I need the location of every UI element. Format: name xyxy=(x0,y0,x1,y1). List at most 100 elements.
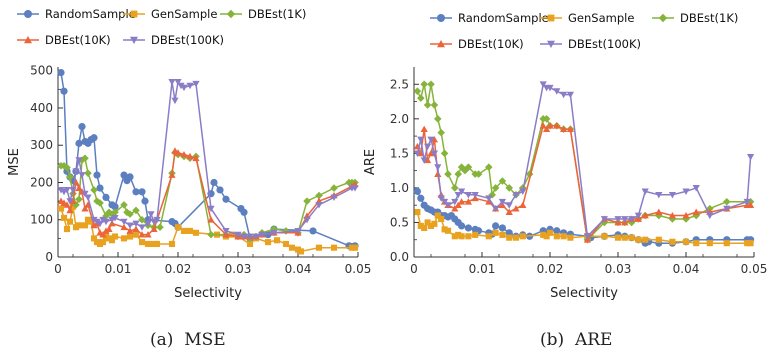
data-point-dbest-1k xyxy=(444,170,452,178)
data-point-dbest-100k xyxy=(692,185,700,192)
data-point-randomsample xyxy=(464,224,472,232)
y-tick-label: 0.0 xyxy=(390,250,409,264)
data-point-dbest-1k xyxy=(207,230,215,239)
legend-label: DBEst(100K) xyxy=(568,37,641,51)
data-point-dbest-100k xyxy=(458,188,466,195)
data-point-dbest-1k xyxy=(464,163,473,171)
plot-area xyxy=(413,80,755,247)
data-point-dbest-1k xyxy=(437,128,445,137)
data-point-gensample xyxy=(81,222,89,229)
data-point-gensample xyxy=(421,224,428,232)
data-point-randomsample xyxy=(93,171,101,179)
data-point-dbest-1k xyxy=(84,169,92,177)
data-point-dbest-100k xyxy=(512,191,520,199)
data-point-dbest-1k xyxy=(270,225,278,233)
data-point-dbest-100k xyxy=(63,187,71,194)
data-point-gensample xyxy=(168,240,176,248)
data-point-randomsample xyxy=(417,194,425,202)
data-point-dbest-100k xyxy=(427,136,435,144)
data-point-gensample xyxy=(186,227,194,234)
data-point-dbest-100k xyxy=(84,194,92,201)
data-point-gensample xyxy=(87,218,95,225)
legend-marker-dbest-10k xyxy=(24,36,32,44)
data-point-gensample xyxy=(628,234,635,241)
x-tick-label: 0 xyxy=(54,262,62,276)
data-point-dbest-100k xyxy=(75,157,83,164)
data-point-randomsample xyxy=(413,187,421,195)
data-point-dbest-100k xyxy=(546,84,554,92)
data-point-dbest-100k xyxy=(655,191,663,199)
data-point-gensample xyxy=(192,229,200,236)
data-point-dbest-10k xyxy=(458,198,466,205)
data-point-dbest-10k xyxy=(207,216,215,223)
data-point-gensample xyxy=(655,236,662,243)
data-point-dbest-10k xyxy=(747,201,755,209)
data-point-dbest-1k xyxy=(461,166,469,175)
data-point-dbest-1k xyxy=(132,206,140,215)
data-point-dbest-100k xyxy=(57,187,65,194)
data-point-dbest-1k xyxy=(505,184,513,192)
data-point-randomsample xyxy=(102,193,110,201)
data-point-gensample xyxy=(642,236,649,243)
series-randomsample xyxy=(57,68,359,251)
data-point-gensample xyxy=(111,233,119,240)
data-point-gensample xyxy=(57,205,65,212)
y-tick-label: 0 xyxy=(45,250,53,264)
x-tick-label: 0.01 xyxy=(105,262,132,276)
caption-are: (b) ARE xyxy=(540,330,613,350)
data-point-dbest-1k xyxy=(723,197,731,206)
data-point-gensample xyxy=(434,212,441,219)
legend-item-dbest-1k: DBEst(1K) xyxy=(220,7,306,21)
data-point-gensample xyxy=(273,237,281,244)
legend-label: DBEst(10K) xyxy=(45,33,111,47)
data-point-dbest-100k xyxy=(171,97,179,105)
x-tick-label: 0.03 xyxy=(225,262,252,276)
data-point-gensample xyxy=(90,235,98,242)
legend-marker-dbest-10k xyxy=(437,40,445,48)
data-point-dbest-1k xyxy=(81,154,89,163)
data-point-randomsample xyxy=(138,188,146,196)
data-point-dbest-100k xyxy=(743,198,751,206)
data-point-gensample xyxy=(132,231,140,238)
data-point-dbest-10k xyxy=(90,221,98,229)
data-point-gensample xyxy=(264,239,272,246)
data-point-dbest-10k xyxy=(546,122,554,129)
data-point-dbest-1k xyxy=(430,101,439,109)
legend-marker-dbest-1k xyxy=(226,9,236,19)
chart-mse: 0 0.01 0.02 0.03 0.04 0.05 0 100 200 300 400 500 Sel… xyxy=(7,7,371,301)
data-point-gensample xyxy=(492,229,499,236)
data-point-dbest-1k xyxy=(75,195,83,204)
data-point-randomsample xyxy=(222,195,230,203)
data-point-dbest-1k xyxy=(488,191,496,199)
data-point-dbest-100k xyxy=(81,190,89,198)
data-point-dbest-10k xyxy=(560,125,568,133)
y-tick-label: 300 xyxy=(30,138,53,152)
data-point-gensample xyxy=(174,224,182,231)
data-point-dbest-100k xyxy=(126,222,134,229)
data-point-dbest-100k xyxy=(420,157,428,164)
data-point-gensample xyxy=(120,235,128,242)
data-point-dbest-10k xyxy=(692,208,700,215)
x-tick-label: 0.03 xyxy=(605,262,632,276)
legend-marker-randomsample xyxy=(24,10,32,18)
data-point-gensample xyxy=(635,236,642,243)
data-point-gensample xyxy=(441,226,448,233)
legend-label: DBEst(1K) xyxy=(680,11,738,25)
data-point-dbest-1k xyxy=(427,80,435,89)
data-point-dbest-1k xyxy=(303,197,311,205)
data-point-dbest-100k xyxy=(628,216,636,223)
data-point-gensample xyxy=(417,222,424,229)
data-point-dbest-10k xyxy=(81,204,89,212)
data-point-dbest-1k xyxy=(90,186,98,194)
data-point-dbest-10k xyxy=(519,201,527,209)
data-point-dbest-100k xyxy=(174,79,182,86)
data-point-gensample xyxy=(63,225,71,233)
data-point-gensample xyxy=(723,240,730,247)
data-point-gensample xyxy=(99,239,107,246)
data-point-dbest-100k xyxy=(560,91,568,99)
legend-marker-randomsample xyxy=(437,14,445,22)
data-point-dbest-100k xyxy=(78,172,86,179)
data-point-dbest-100k xyxy=(454,191,462,199)
data-point-gensample xyxy=(693,240,700,247)
data-point-dbest-100k xyxy=(566,91,574,99)
